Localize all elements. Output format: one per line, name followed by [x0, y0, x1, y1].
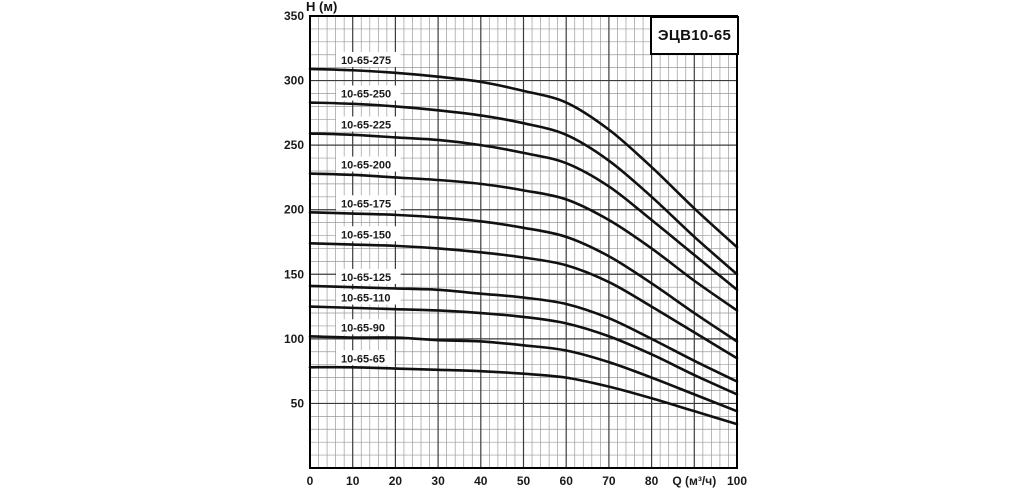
curve-label: 10-65-125	[341, 272, 391, 284]
y-tick-label: 100	[284, 332, 304, 346]
x-tick-label: 70	[602, 474, 616, 488]
curve-label-bg	[336, 195, 401, 211]
y-tick-label: 150	[284, 267, 304, 281]
curve-label-bg	[336, 116, 401, 132]
curve-label: 10-65-150	[341, 229, 391, 241]
y-tick-label: 350	[284, 9, 304, 23]
x-tick-label: 10	[346, 474, 360, 488]
chart-title: ЭЦВ10-65	[657, 27, 732, 44]
y-tick-label: 50	[291, 396, 305, 410]
x-tick-label: 0	[307, 474, 314, 488]
pump-curve-10-65-250	[308, 101, 739, 276]
pump-curve-10-65-110	[308, 305, 739, 396]
curve-label: 10-65-250	[341, 89, 391, 101]
pump-curve-10-65-225	[308, 132, 739, 292]
curve-label-bg	[336, 350, 395, 366]
y-axis-title: Н (м)	[306, 0, 338, 14]
pump-curve-10-65-200	[308, 172, 739, 312]
x-tick-label: 20	[389, 474, 403, 488]
curve-label: 10-65-65	[341, 353, 385, 365]
y-tick-label: 200	[284, 203, 304, 217]
x-tick-label: 80	[645, 474, 659, 488]
curve-label-bg	[336, 85, 401, 101]
curve-label: 10-65-110	[341, 293, 391, 305]
curve-label-bg	[336, 51, 401, 67]
curve-label-bg	[336, 319, 395, 335]
pump-curve-10-65-125	[308, 284, 739, 383]
curve-label: 10-65-90	[341, 322, 385, 334]
curve-label: 10-65-275	[341, 55, 391, 67]
x-tick-label: 60	[560, 474, 574, 488]
curve-label: 10-65-175	[341, 198, 391, 210]
y-tick-label: 250	[284, 138, 304, 152]
y-tick-label: 300	[284, 74, 304, 88]
pump-curve-10-65-275	[308, 67, 739, 249]
curve-label-bg	[336, 289, 401, 305]
curve-label-bg	[336, 156, 401, 172]
chart-title-box: ЭЦВ10-65	[650, 16, 739, 55]
pump-curve-10-65-90	[308, 334, 739, 413]
x-axis-title: Q (м³/ч)	[672, 474, 716, 488]
x-tick-label: 100	[727, 474, 747, 488]
curve-label: 10-65-225	[341, 120, 391, 132]
x-tick-label: 40	[474, 474, 488, 488]
pump-curve-10-65-65	[308, 365, 739, 426]
x-tick-label: 30	[431, 474, 445, 488]
plot-border	[309, 15, 738, 469]
curve-label-bg	[336, 226, 401, 242]
pump-curve-10-65-175	[308, 210, 739, 343]
curve-label-bg	[336, 268, 401, 284]
curve-label: 10-65-200	[341, 160, 391, 172]
pump-curve-10-65-150	[308, 241, 739, 360]
x-tick-label: 50	[517, 474, 531, 488]
